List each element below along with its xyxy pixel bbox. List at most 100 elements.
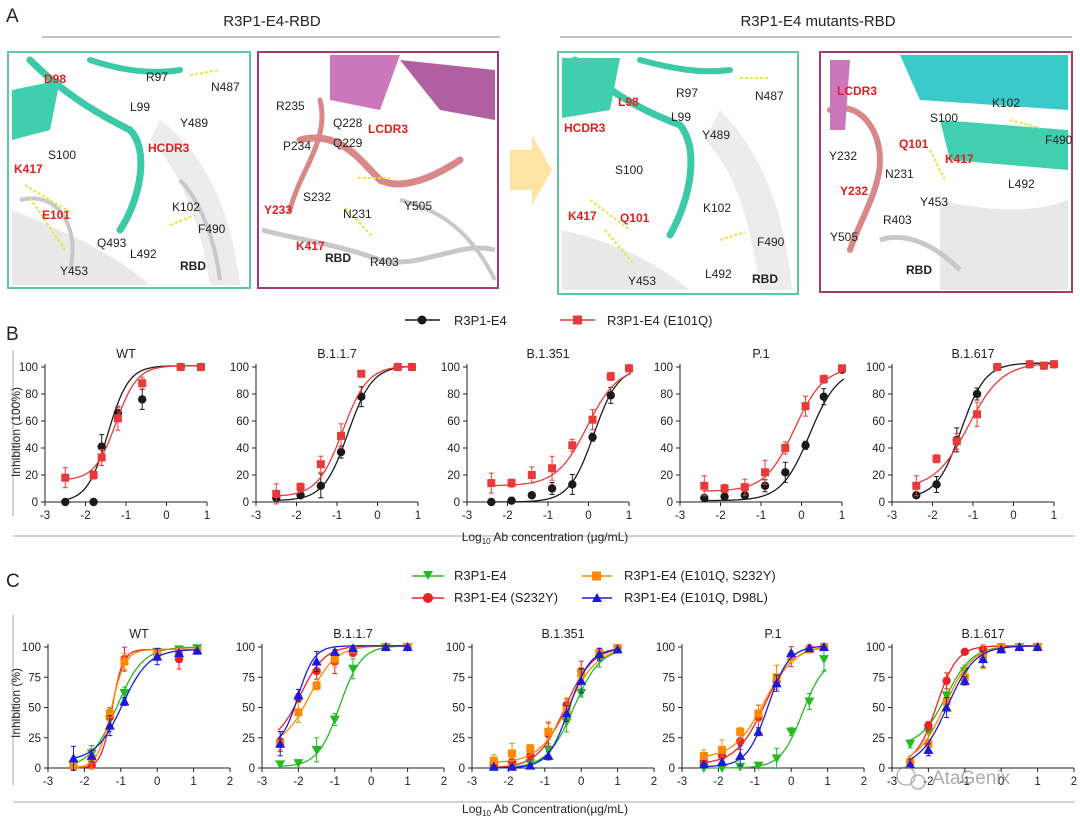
box3-residue-label: R97 (676, 86, 698, 100)
data-point (905, 759, 916, 769)
x-tick-label: 0 (998, 776, 1004, 788)
box2-residue-label: RBD (325, 251, 351, 265)
box1-residue-label: Q493 (97, 236, 127, 250)
box1-residue-label: Y489 (180, 116, 208, 130)
data-point (336, 447, 346, 457)
x-tick-label: -1 (121, 510, 131, 522)
data-point (801, 441, 810, 450)
data-point (543, 745, 554, 755)
y-tick-label: 75 (28, 672, 41, 684)
data-point (819, 392, 828, 401)
data-point (330, 655, 339, 664)
data-point (588, 415, 597, 424)
data-point (380, 642, 391, 651)
box4-residue-label: K102 (992, 96, 1020, 110)
x-tick-label: 1 (824, 776, 830, 788)
y-tick-label: 0 (667, 497, 673, 509)
fit-curve (489, 372, 632, 487)
box3-residue-label: N487 (755, 89, 784, 103)
y-tick-label: 80 (872, 389, 885, 401)
x-tick-label: -3 (467, 776, 477, 788)
y-tick-label: 25 (28, 733, 41, 745)
data-point (818, 655, 829, 665)
data-point (912, 481, 921, 490)
data-point (761, 468, 770, 477)
data-point (932, 480, 941, 489)
data-point (959, 675, 970, 685)
y-tick-label: 100 (230, 362, 249, 374)
data-point (119, 688, 130, 698)
fit-curve (274, 365, 414, 497)
x-tick-label: 2 (861, 776, 867, 788)
box1-residue-label: K102 (172, 200, 200, 214)
x-tick-label: -1 (330, 776, 340, 788)
data-point (275, 760, 286, 770)
data-point (561, 708, 572, 718)
data-point (393, 363, 402, 371)
box1-residue-label: E101 (42, 208, 70, 222)
data-point (547, 484, 557, 493)
box1-residue-label: RBD (180, 259, 206, 273)
box4-residue-label: S100 (930, 111, 958, 125)
x-tick-label: -2 (293, 776, 303, 788)
y-tick-label: 20 (660, 470, 673, 482)
box3-residue-label: K417 (568, 209, 597, 223)
box1-residue-label: D98 (44, 72, 66, 86)
data-point (753, 761, 764, 771)
data-point (568, 441, 577, 450)
x-tick-label: -1 (332, 510, 342, 522)
box1-residue-label: N487 (211, 80, 240, 94)
x-tick-label: 1 (1051, 510, 1057, 522)
data-point (978, 654, 988, 664)
panel-letter-c: C (6, 571, 20, 592)
data-point (996, 644, 1007, 654)
legend-c-0: R3P1-E4 (454, 568, 507, 583)
structure-box-1 (7, 51, 251, 289)
data-point (754, 709, 763, 718)
transition-arrow-icon (510, 135, 552, 205)
y-tick-label: 0 (669, 763, 675, 775)
x-tick-label: 1 (839, 510, 845, 522)
data-point (113, 414, 122, 423)
y-tick-label: 25 (242, 733, 255, 745)
data-point (152, 651, 163, 661)
xlabel-c-sub: 10 (482, 809, 491, 818)
data-point (272, 489, 281, 498)
box2-residue-label: N231 (343, 207, 372, 221)
data-point (97, 442, 106, 451)
data-point (717, 756, 728, 766)
x-tick-label: 0 (154, 776, 160, 788)
y-tick-label: 80 (25, 389, 38, 401)
xlabel-c-rest: Ab Concentration(µg/mL) (491, 802, 628, 816)
data-point (786, 648, 797, 658)
x-tick-label: -1 (540, 776, 550, 788)
subplot-4: P.1 0 20 40 60 80 100 -3 -2 -1 0 1 (654, 347, 847, 522)
subplot-3: B.1.351 0 25 50 75 100 -3 -2 -1 0 1 2 (446, 627, 657, 788)
data-point (104, 720, 115, 730)
y-tick-label: 75 (662, 672, 675, 684)
data-point (993, 363, 1002, 371)
structure-box-2 (257, 51, 499, 289)
watermark-text: AtaGenix (932, 768, 1011, 789)
structure-box-4 (819, 51, 1073, 293)
x-tick-label: -2 (503, 776, 513, 788)
box1-residue-label: K417 (14, 162, 43, 176)
y-tick-label: 50 (28, 703, 41, 715)
data-point (357, 369, 366, 378)
x-tick-label: 0 (163, 510, 169, 522)
subplot-2: B.1.1.7 0 25 50 75 100 -3 -2 -1 0 1 2 (236, 627, 447, 788)
xlabel-b: Log10 Ab concentration (µg/mL) (462, 530, 629, 546)
box4-residue-label: LCDR3 (837, 84, 877, 98)
box3-residue-label: Q101 (620, 211, 650, 225)
y-tick-label: 75 (242, 672, 255, 684)
box3-residue-label: RBD (752, 272, 778, 286)
y-tick-label: 20 (236, 470, 249, 482)
subplot-3: B.1.351 0 20 40 60 80 100 -3 -2 -1 0 1 (441, 347, 634, 522)
y-tick-label: 0 (879, 763, 885, 775)
subplot-2: B.1.1.7 0 20 40 60 80 100 -3 -2 -1 0 1 (230, 347, 421, 522)
data-point (786, 727, 797, 737)
y-tick-label: 40 (25, 443, 38, 455)
